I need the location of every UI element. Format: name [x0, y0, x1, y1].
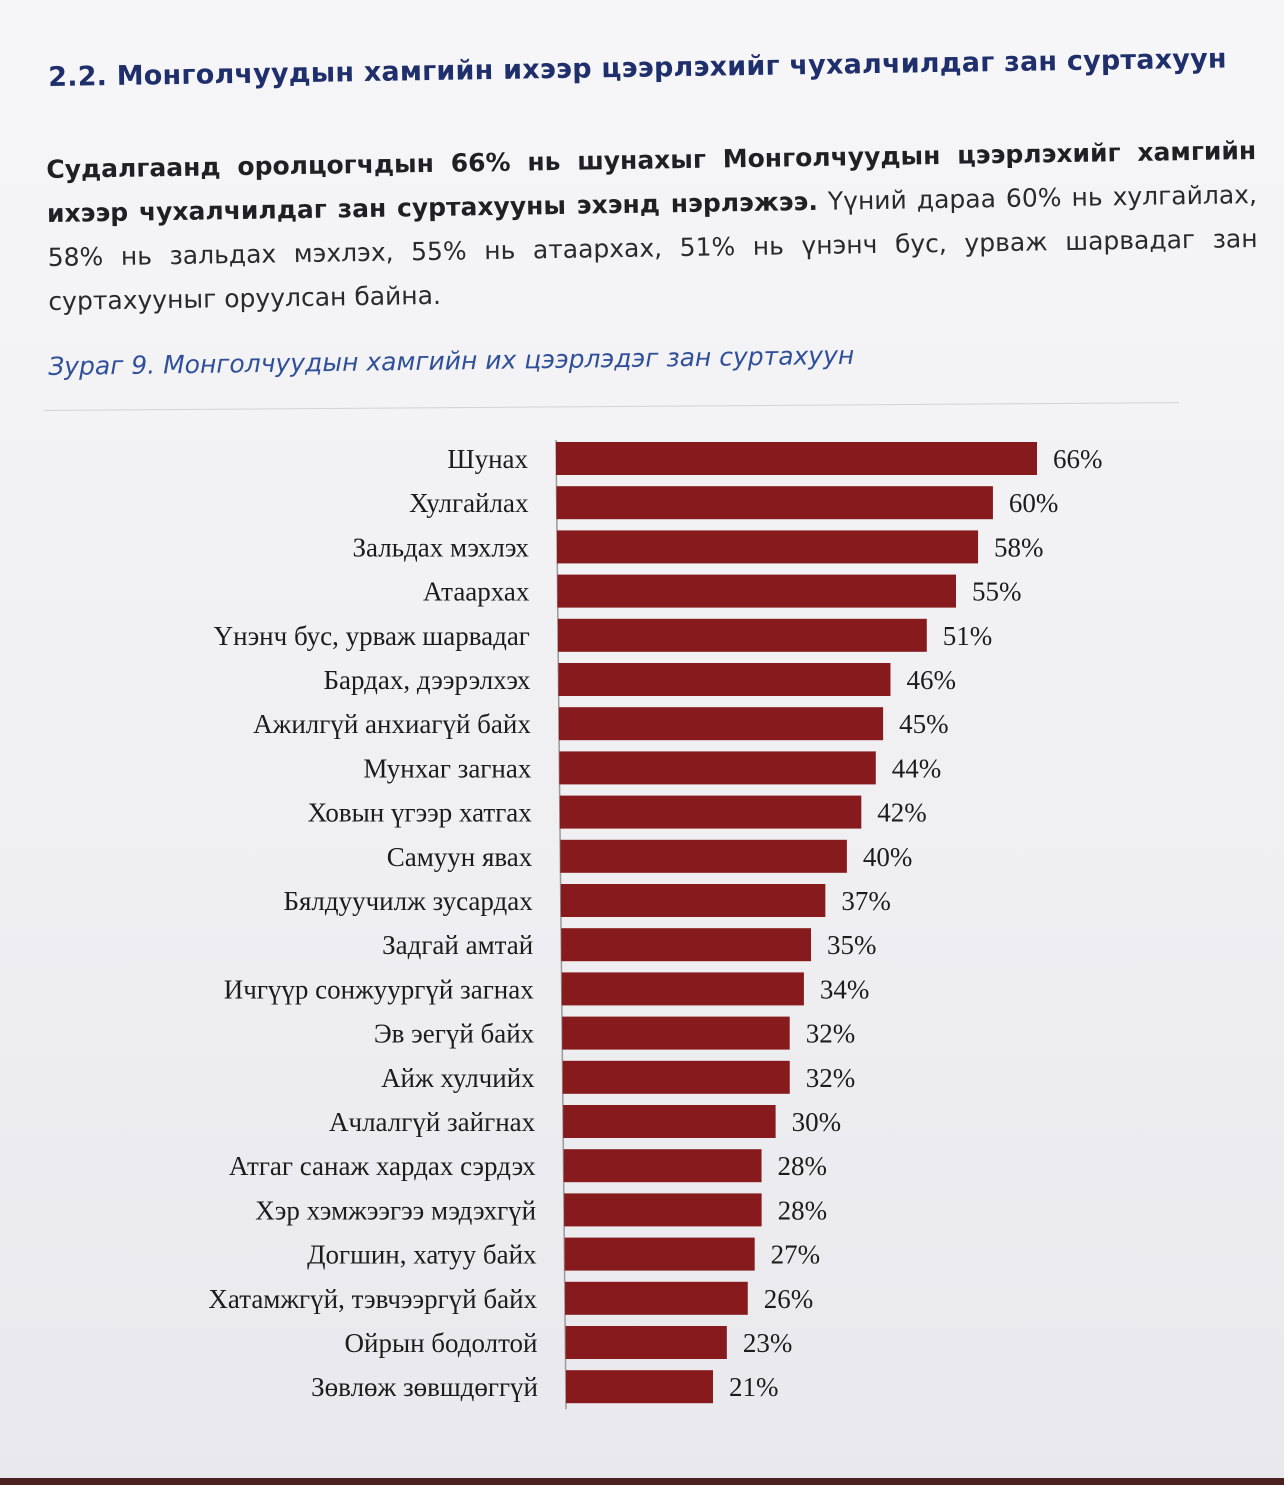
bar-row: Хулгайлах 60% [409, 486, 1059, 520]
data-label: 23% [743, 1328, 793, 1358]
bar [559, 795, 862, 829]
bar-row: Шунах 66% [447, 442, 1103, 475]
data-label: 27% [771, 1240, 821, 1270]
category-label: Бялдуучилж зусардах [283, 886, 533, 916]
data-label: 60% [1009, 488, 1059, 518]
data-label: 37% [841, 886, 891, 916]
bar [565, 1281, 748, 1315]
bar [563, 1105, 776, 1138]
bar [562, 1060, 790, 1094]
category-label: Ичгүүр сонжуургүй загнах [224, 974, 534, 1004]
bar [556, 442, 1037, 475]
category-label: Шунах [447, 444, 528, 474]
data-label: 58% [994, 532, 1043, 562]
data-label: 28% [778, 1151, 828, 1181]
category-label: Самуун явах [387, 842, 533, 872]
data-label: 28% [778, 1195, 828, 1225]
bar [561, 928, 812, 962]
bar [558, 663, 891, 696]
bar-row: Айж хулчийх 32% [381, 1060, 856, 1094]
bar-row: Мунхаг загнах 44% [363, 751, 942, 785]
bar-row: Самуун явах 40% [387, 839, 913, 873]
category-label: Хатамжгүй, тэвчээргүй байх [208, 1284, 537, 1314]
category-label: Задгай амтай [382, 930, 533, 960]
bottom-edge [0, 1478, 1284, 1485]
bar-row: Үнэнч бус, урваж шарвадаг 51% [214, 618, 993, 652]
category-label: Хулгайлах [409, 488, 529, 518]
bar [558, 707, 884, 741]
category-label: Зальдах мэхлэх [352, 532, 529, 562]
data-label: 32% [806, 1019, 856, 1049]
data-label: 21% [729, 1372, 779, 1402]
bar-row: Зальдах мэхлэх 58% [352, 530, 1044, 564]
category-label: Хэр хэмжээгээ мэдэхгүй [255, 1195, 536, 1225]
category-label: Ойрын бодолтой [345, 1328, 538, 1358]
category-label: Ачлалгүй зайгнах [329, 1107, 536, 1137]
bar [557, 574, 956, 608]
bar [566, 1370, 713, 1404]
bar-row: Атгаг санаж хардах сэрдэх 28% [229, 1149, 828, 1183]
data-label: 66% [1053, 444, 1103, 474]
bar [559, 751, 876, 785]
bar-row: Ичгүүр сонжуургүй загнах 34% [224, 972, 870, 1006]
data-label: 55% [972, 577, 1022, 607]
data-label: 44% [892, 753, 942, 783]
bar-row: Ачлалгүй зайгнах 30% [329, 1105, 841, 1138]
data-label: 51% [943, 621, 993, 651]
bar-row: Атаархах 55% [423, 574, 1022, 608]
bar-row: Задгай амтай 35% [382, 928, 877, 962]
category-label: Үнэнч бус, урваж шарвадаг [214, 621, 530, 651]
bar [563, 1149, 762, 1183]
bar-row: Зөвлөж зөвшдөггүй 21% [311, 1370, 779, 1404]
bar [560, 839, 847, 873]
data-label: 46% [906, 665, 956, 695]
category-label: Ховын үгээр хатгах [308, 798, 533, 828]
bar [561, 972, 804, 1006]
category-label: Бардах, дээрэлхэх [324, 665, 531, 695]
category-label: Ажилгүй анхиагүй байх [253, 709, 531, 739]
bar [557, 618, 927, 652]
data-label: 30% [792, 1107, 842, 1137]
category-label: Атгаг санаж хардах сэрдэх [229, 1151, 536, 1181]
bar [564, 1237, 755, 1271]
bar-row: Догшин, хатуу байх 27% [307, 1237, 821, 1271]
bar-row: Ойрын бодолтой 23% [345, 1326, 793, 1359]
bar [564, 1193, 762, 1227]
bar-row: Ажилгүй анхиагүй байх 45% [253, 707, 949, 741]
bar-row: Бардах, дээрэлхэх 46% [324, 663, 956, 696]
bar [556, 530, 979, 564]
data-label: 34% [820, 974, 870, 1004]
data-label: 40% [863, 842, 913, 872]
category-label: Эв эегүй байх [374, 1019, 535, 1049]
bar-row: Хатамжгүй, тэвчээргүй байх 26% [208, 1281, 814, 1315]
data-label: 45% [899, 709, 949, 739]
bar [560, 884, 826, 917]
bar-row: Бялдуучилж зусардах 37% [283, 884, 891, 917]
data-label: 26% [764, 1284, 814, 1314]
category-label: Зөвлөж зөвшдөггүй [311, 1372, 538, 1402]
bar-row: Эв эегүй байх 32% [374, 1016, 856, 1050]
data-label: 32% [806, 1063, 856, 1093]
category-label: Мунхаг загнах [363, 753, 531, 783]
bar-row: Хэр хэмжээгээ мэдэхгүй 28% [255, 1193, 828, 1227]
category-label: Догшин, хатуу байх [307, 1240, 537, 1270]
bar [562, 1016, 790, 1050]
category-label: Атаархах [423, 577, 530, 607]
category-label: Айж хулчийх [381, 1063, 535, 1093]
bar [565, 1326, 727, 1359]
data-label: 35% [827, 930, 877, 960]
bar-row: Ховын үгээр хатгах 42% [308, 795, 927, 829]
data-label: 42% [877, 798, 927, 828]
bar [556, 486, 993, 520]
